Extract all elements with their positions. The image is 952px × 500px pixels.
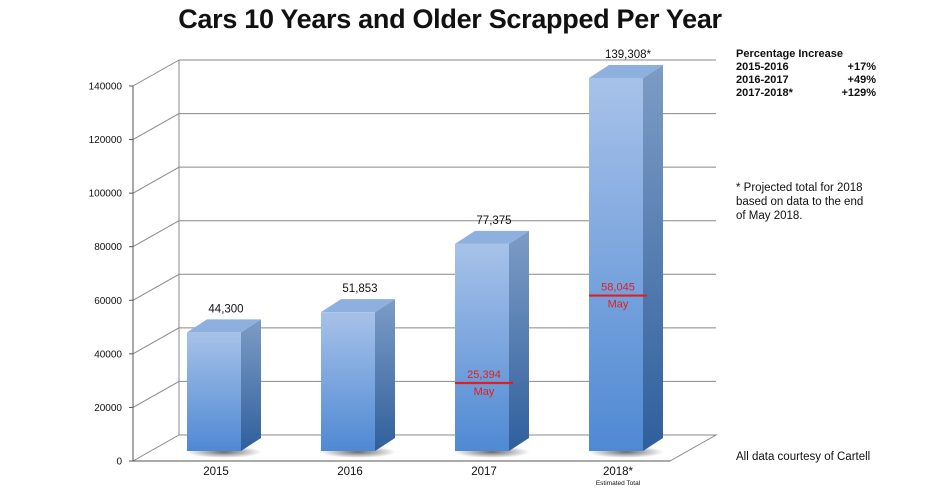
bar (321, 312, 375, 451)
may-marker-value: 58,045 (601, 282, 635, 294)
bar (455, 243, 509, 451)
bar-top (455, 230, 529, 244)
y-tick-label: 80000 (94, 242, 122, 253)
bar-side (643, 65, 663, 451)
bar-top (321, 299, 395, 313)
percentage-row: 2016-2017 +49% (736, 74, 876, 87)
gridline-depth (132, 166, 180, 194)
data-credit: All data courtesy of Cartell (736, 451, 871, 463)
may-marker-label: May (608, 299, 629, 311)
x-tick-label: 2017 (471, 466, 497, 478)
y-tick-label: 20000 (94, 403, 122, 414)
y-tick-label: 100000 (89, 189, 123, 200)
percentage-increase-heading: Percentage Increase (736, 48, 844, 60)
bar-value-label: 77,375 (476, 215, 511, 227)
bar-side (375, 299, 395, 451)
x-tick-label: 2018* (603, 466, 634, 478)
bar-side (241, 319, 261, 451)
percentage-period: 2016-2017 (736, 74, 789, 86)
gridline-depth (132, 59, 180, 87)
percentage-value: +49% (847, 74, 876, 86)
y-tick-label: 60000 (94, 296, 122, 307)
bar (589, 78, 643, 451)
percentage-row: 2015-2016 +17% (736, 61, 876, 74)
x-tick-label: 2015 (203, 466, 229, 478)
bar-side (509, 230, 529, 451)
y-tick-label: 140000 (89, 82, 123, 93)
gridline-depth (132, 380, 180, 408)
projection-footnote: * Projected total for 2018 based on data… (736, 182, 864, 222)
percentage-row: 2017-2018* +129% (736, 87, 876, 100)
bar-top (187, 319, 261, 333)
bar-value-label: 139,308* (605, 49, 652, 61)
gridline-depth (132, 273, 180, 301)
percentage-value: +129% (841, 87, 876, 99)
y-tick-label: 0 (116, 457, 122, 468)
may-marker-label: May (474, 386, 495, 398)
bar-value-label: 51,853 (342, 283, 377, 295)
percentage-period: 2015-2016 (736, 61, 789, 73)
percentage-period: 2017-2018* (736, 87, 793, 99)
percentage-value: +17% (847, 61, 876, 73)
gridline-depth (132, 113, 180, 141)
bar-value-label: 44,300 (208, 303, 243, 315)
bar-top (589, 65, 663, 78)
y-tick-label: 40000 (94, 349, 122, 360)
x-tick-sublabel: Estimated Total (596, 480, 641, 487)
y-tick-label: 120000 (89, 135, 123, 146)
gridline-depth (132, 327, 180, 355)
may-marker-value: 25,394 (467, 369, 501, 381)
percentage-increase-panel: Percentage Increase 2015-2016 +17% 2016-… (736, 48, 876, 100)
bar (187, 332, 241, 451)
x-tick-label: 2016 (337, 466, 363, 478)
gridline-depth (132, 220, 180, 248)
chart-title: Cars 10 Years and Older Scrapped Per Yea… (178, 4, 722, 34)
